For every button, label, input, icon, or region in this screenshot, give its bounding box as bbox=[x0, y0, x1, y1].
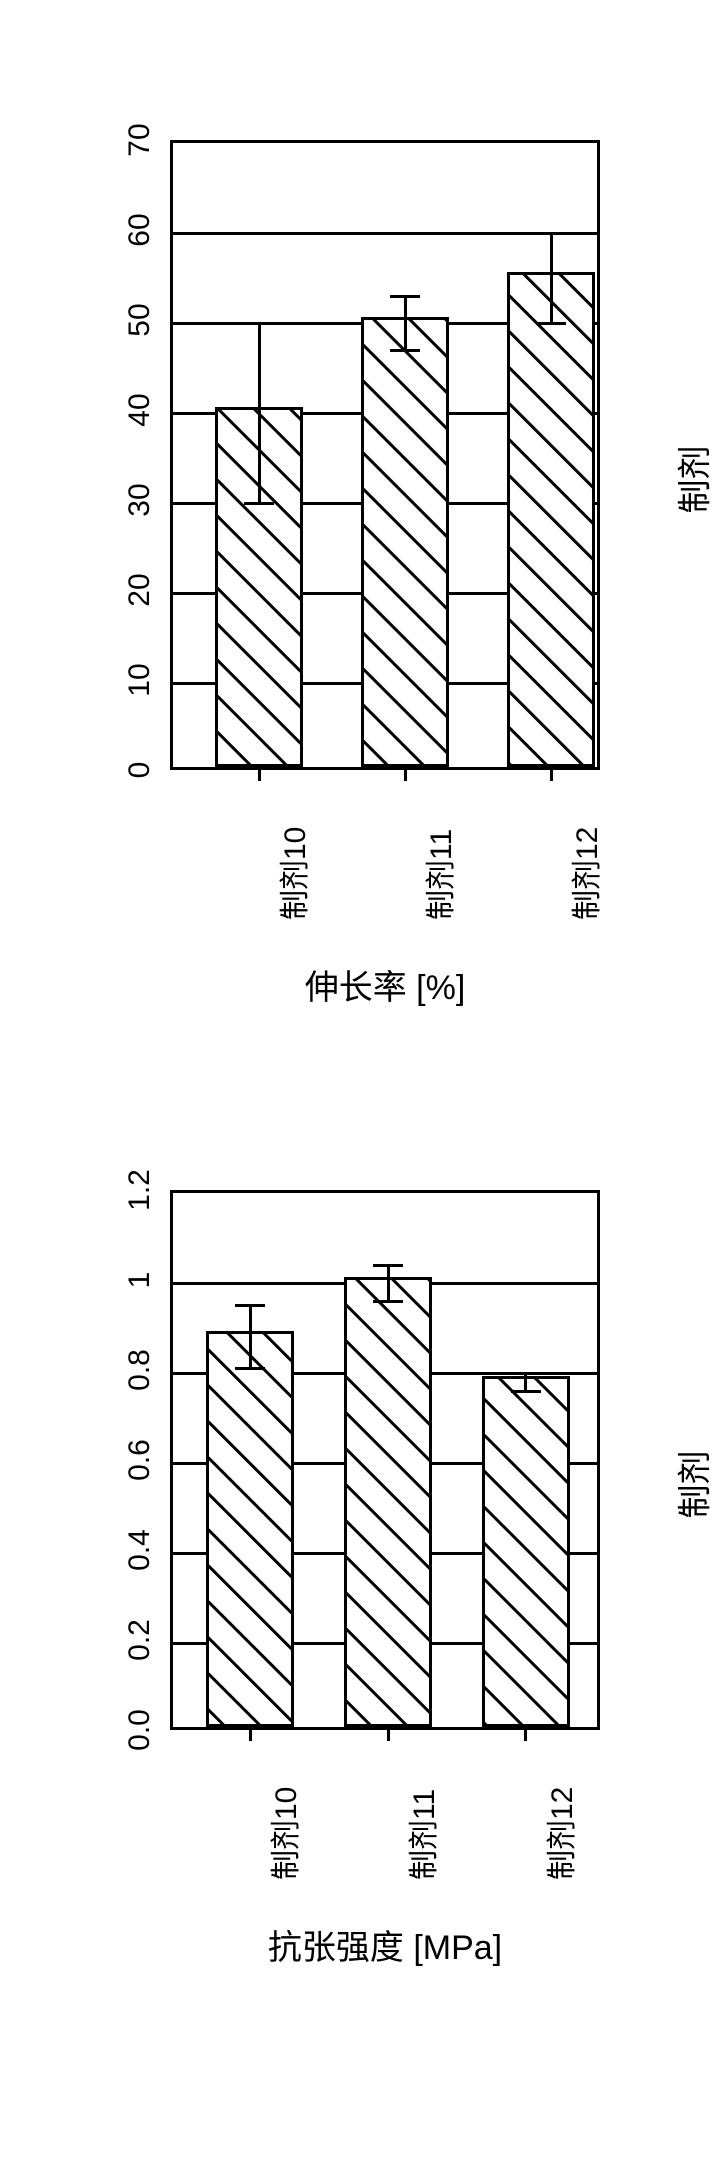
x-tick-mark bbox=[404, 767, 407, 781]
x-tick-label: 制剂10 bbox=[270, 827, 314, 920]
x-tick-mark bbox=[387, 1727, 390, 1741]
x-tick-label: 制剂11 bbox=[416, 829, 460, 920]
error-bar bbox=[404, 296, 407, 350]
hatch-pattern bbox=[510, 275, 592, 764]
error-bar bbox=[387, 1265, 390, 1301]
chart2-plot bbox=[170, 140, 600, 770]
x-tick-label: 制剂12 bbox=[562, 827, 606, 920]
y-tick-label: 1.2 bbox=[123, 1160, 153, 1220]
error-bar-cap bbox=[536, 322, 566, 325]
bar bbox=[482, 1376, 570, 1727]
chart1-plot bbox=[170, 1190, 600, 1730]
x-tick-mark bbox=[249, 1727, 252, 1741]
y-tick-label: 0.6 bbox=[123, 1430, 153, 1490]
chart1-y-axis-label: 抗张强度 [MPa] bbox=[268, 1920, 502, 1969]
chart1-x-axis-label: 制剂 bbox=[668, 1451, 717, 1519]
y-tick-label: 0.4 bbox=[123, 1520, 153, 1580]
error-bar bbox=[249, 1306, 252, 1369]
y-tick-label: 0.2 bbox=[123, 1610, 153, 1670]
bar bbox=[507, 272, 595, 767]
hatch-pattern bbox=[347, 1280, 429, 1724]
hatch-pattern bbox=[485, 1379, 567, 1724]
chart-tensile-strength: 抗张强度 [MPa] 制剂 0.00.20.40.60.811.2制剂10制剂1… bbox=[50, 1190, 670, 1990]
error-bar-cap bbox=[390, 295, 420, 298]
bar bbox=[361, 317, 449, 767]
y-tick-label: 0 bbox=[123, 740, 153, 800]
y-tick-label: 30 bbox=[123, 470, 153, 530]
error-bar-cap bbox=[511, 1372, 541, 1375]
x-tick-label: 制剂11 bbox=[399, 1789, 443, 1880]
chart2-x-axis-label: 制剂 bbox=[668, 446, 717, 514]
error-bar-cap bbox=[373, 1300, 403, 1303]
chart2-y-axis-label: 伸长率 [%] bbox=[305, 960, 466, 1009]
hatch-pattern bbox=[364, 320, 446, 764]
y-tick-label: 10 bbox=[123, 650, 153, 710]
grid-line bbox=[173, 232, 597, 235]
error-bar-cap bbox=[244, 322, 274, 325]
x-tick-mark bbox=[550, 767, 553, 781]
x-tick-label: 制剂12 bbox=[537, 1787, 581, 1880]
y-tick-label: 50 bbox=[123, 290, 153, 350]
error-bar-cap bbox=[235, 1304, 265, 1307]
x-tick-mark bbox=[524, 1727, 527, 1741]
x-tick-label: 制剂10 bbox=[261, 1787, 305, 1880]
y-tick-label: 60 bbox=[123, 200, 153, 260]
error-bar-cap bbox=[536, 232, 566, 235]
error-bar-cap bbox=[511, 1390, 541, 1393]
y-tick-label: 40 bbox=[123, 380, 153, 440]
bar bbox=[206, 1331, 294, 1727]
y-tick-label: 0.8 bbox=[123, 1340, 153, 1400]
hatch-pattern bbox=[209, 1334, 291, 1724]
page: 伸长率 [%] 制剂 0 10 20 30 40 50 60 70 制剂10 制剂11 制剂12 抗… bbox=[0, 0, 720, 2180]
x-tick-mark bbox=[258, 767, 261, 781]
y-tick-label: 20 bbox=[123, 560, 153, 620]
bar bbox=[344, 1277, 432, 1727]
error-bar bbox=[258, 323, 261, 503]
error-bar-cap bbox=[235, 1367, 265, 1370]
error-bar-cap bbox=[244, 502, 274, 505]
chart-elongation: 伸长率 [%] 制剂 010203040506070制剂10制剂11制剂12 bbox=[50, 140, 670, 1030]
y-tick-label: 1 bbox=[123, 1250, 153, 1310]
error-bar-cap bbox=[373, 1264, 403, 1267]
error-bar-cap bbox=[390, 349, 420, 352]
error-bar bbox=[550, 233, 553, 323]
error-bar bbox=[524, 1373, 527, 1391]
y-tick-label: 0.0 bbox=[123, 1700, 153, 1760]
y-tick-label: 70 bbox=[123, 110, 153, 170]
